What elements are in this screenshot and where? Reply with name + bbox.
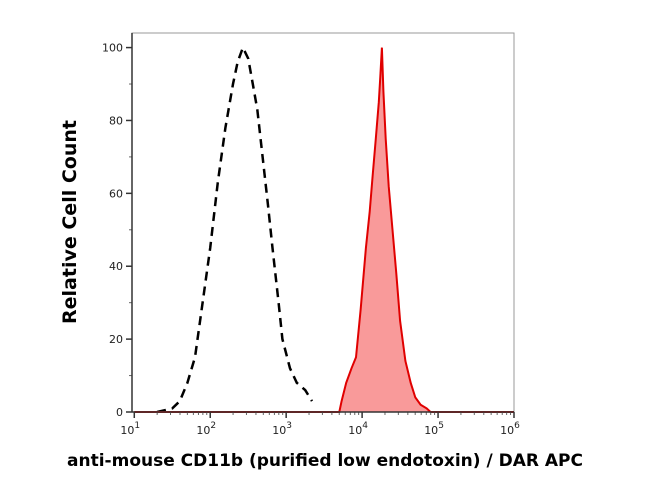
y-tick-label-5: 100 xyxy=(102,42,123,55)
x-tick-label-2: 103 xyxy=(272,421,292,437)
x-axis-label: anti-mouse CD11b (purified low endotoxin… xyxy=(67,451,583,471)
y-tick-label-1: 20 xyxy=(109,333,123,346)
x-tick-label-1: 102 xyxy=(196,421,216,437)
series-fill-1 xyxy=(132,47,514,412)
y-tick-label-2: 40 xyxy=(109,260,123,273)
series-line-0 xyxy=(156,44,314,414)
y-axis-label: Relative Cell Count xyxy=(59,120,81,324)
x-tick-label-4: 105 xyxy=(424,421,444,437)
plot-frame xyxy=(131,32,515,413)
x-tick-label-3: 104 xyxy=(348,421,368,437)
y-tick-label-3: 60 xyxy=(109,187,123,200)
y-tick-label-0: 0 xyxy=(116,406,123,419)
x-tick-label-5: 106 xyxy=(500,421,520,437)
x-tick-label-0: 101 xyxy=(120,421,140,437)
series-line-1 xyxy=(134,47,514,413)
y-tick-label-4: 80 xyxy=(109,114,123,127)
